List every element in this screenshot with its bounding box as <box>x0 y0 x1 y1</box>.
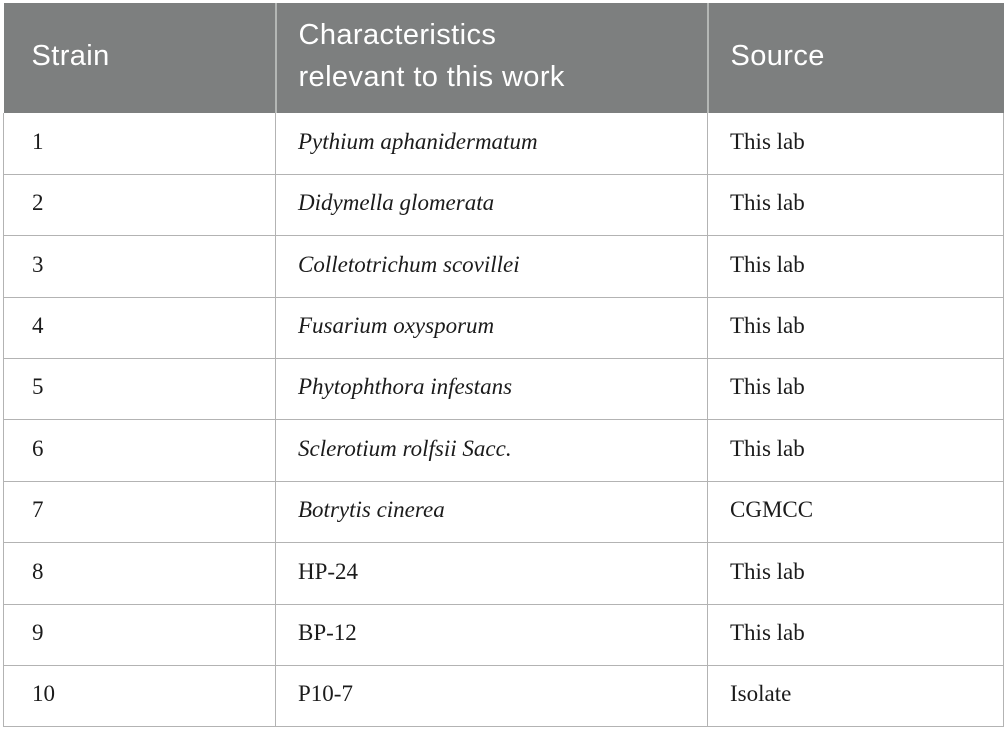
cell-characteristics: Didymella glomerata <box>275 173 708 237</box>
species-name: Sclerotium rolfsii Sacc. <box>298 435 512 461</box>
cell-characteristics: BP-12 <box>275 603 708 667</box>
table-row: 9 BP-12 This lab <box>3 603 1004 667</box>
column-header-source: Source <box>706 3 1004 113</box>
cell-strain: 4 <box>3 296 276 360</box>
cell-source: This lab <box>707 173 1004 237</box>
species-name: Colletotrichum scovillei <box>298 251 520 277</box>
cell-characteristics: Sclerotium rolfsii Sacc. <box>275 419 708 482</box>
cell-characteristics: Pythium aphanidermatum <box>275 113 708 175</box>
table-row: 3 Colletotrichum scovillei This lab <box>3 235 1004 298</box>
table-body: 1 Pythium aphanidermatum This lab 2 Didymell… <box>3 113 1004 728</box>
cell-source: This lab <box>707 235 1004 298</box>
cell-strain: 1 <box>3 113 276 175</box>
column-header-label: Source <box>730 40 825 72</box>
species-name: Fusarium oxysporum <box>298 313 495 339</box>
table-row: 8 HP-24 This lab <box>3 542 1004 605</box>
column-header-label: Characteristics <box>298 19 497 51</box>
cell-source: This lab <box>707 358 1004 421</box>
column-header-strain: Strain <box>3 3 276 113</box>
cell-strain: 9 <box>3 603 276 667</box>
species-name: Didymella glomerata <box>298 190 495 216</box>
cell-source: This lab <box>707 296 1004 360</box>
cell-characteristics: Colletotrichum scovillei <box>275 235 708 298</box>
cell-strain: 5 <box>3 358 276 421</box>
table-row: 10 P10-7 Isolate <box>3 665 1004 728</box>
table-row: 7 Botrytis cinerea CGMCC <box>3 480 1004 544</box>
column-header-label: Strain <box>31 40 110 72</box>
strain-code: HP-24 <box>298 558 359 584</box>
cell-characteristics: Phytophthora infestans <box>275 358 708 421</box>
table-row: 1 Pythium aphanidermatum This lab <box>3 113 1004 175</box>
cell-source: Isolate <box>707 665 1004 728</box>
cell-characteristics: HP-24 <box>275 542 708 605</box>
cell-characteristics: Fusarium oxysporum <box>275 296 708 360</box>
cell-source: This lab <box>707 419 1004 482</box>
cell-strain: 6 <box>3 419 276 482</box>
cell-strain: 2 <box>3 173 276 237</box>
cell-source: This lab <box>707 113 1004 175</box>
table-row: 6 Sclerotium rolfsii Sacc. This lab <box>3 419 1004 482</box>
column-header-label: relevant to this work <box>298 61 565 93</box>
cell-strain: 10 <box>3 665 276 728</box>
cell-strain: 8 <box>3 542 276 605</box>
strain-code: BP-12 <box>298 620 357 646</box>
cell-strain: 7 <box>3 480 276 544</box>
cell-source: This lab <box>707 603 1004 667</box>
table-row: 2 Didymella glomerata This lab <box>3 173 1004 237</box>
species-name: Phytophthora infestans <box>298 374 513 400</box>
species-name: Pythium aphanidermatum <box>298 128 538 154</box>
column-header-characteristics: Characteristics relevant to this work <box>274 3 708 113</box>
table-row: 5 Phytophthora infestans This lab <box>3 358 1004 421</box>
cell-strain: 3 <box>3 235 276 298</box>
cell-source: CGMCC <box>707 480 1004 544</box>
cell-source: This lab <box>707 542 1004 605</box>
header-row: Strain Characteristics relevant to this wo… <box>3 3 1004 113</box>
strains-table: Strain Characteristics relevant to this wo… <box>3 3 1004 728</box>
cell-characteristics: P10-7 <box>275 665 708 728</box>
table-row: 4 Fusarium oxysporum This lab <box>3 296 1004 360</box>
strain-code: P10-7 <box>298 681 353 707</box>
species-name: Botrytis cinerea <box>298 497 445 523</box>
cell-characteristics: Botrytis cinerea <box>275 480 708 544</box>
